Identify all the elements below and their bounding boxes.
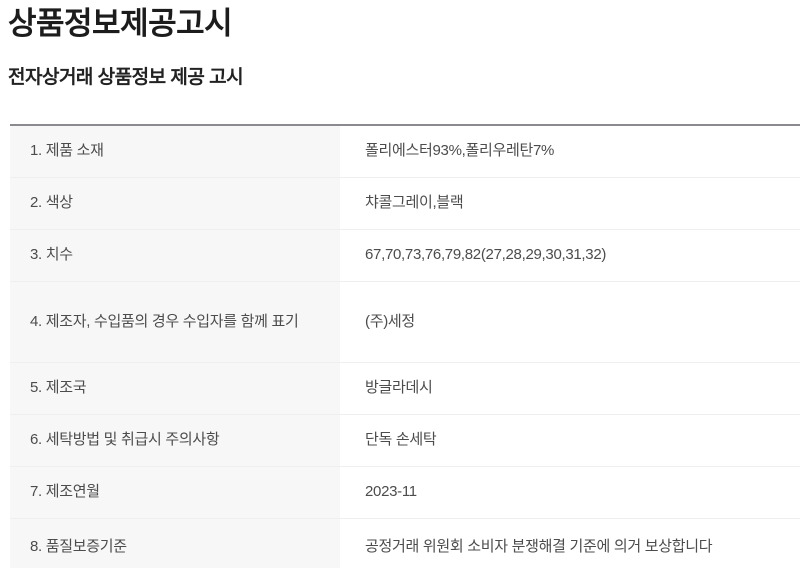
row-label: 2. 색상: [10, 178, 340, 229]
table-row-material: 1. 제품 소재 폴리에스터93%,폴리우레탄7%: [10, 126, 800, 178]
row-label: 5. 제조국: [10, 363, 340, 414]
product-info-table: 1. 제품 소재 폴리에스터93%,폴리우레탄7% 2. 색상 챠콜그레이,블랙…: [10, 124, 800, 568]
row-label: 3. 치수: [10, 230, 340, 281]
row-label: 7. 제조연월: [10, 467, 340, 518]
table-row-size: 3. 치수 67,70,73,76,79,82(27,28,29,30,31,3…: [10, 230, 800, 282]
section-title: 전자상거래 상품정보 제공 고시: [8, 67, 244, 88]
row-value: 공정거래 위원회 소비자 분쟁해결 기준에 의거 보상합니다: [365, 538, 713, 556]
row-value: (주)세정: [365, 312, 415, 330]
row-value: 2023-11: [365, 483, 417, 501]
row-value: 방글라데시: [365, 379, 433, 397]
table-row-country: 5. 제조국 방글라데시: [10, 363, 800, 415]
row-value: 챠콜그레이,블랙: [365, 194, 464, 212]
row-label: 8. 품질보증기준: [10, 519, 340, 568]
row-value: 단독 손세탁: [365, 431, 437, 449]
row-label: 4. 제조자, 수입품의 경우 수입자를 함께 표기: [10, 282, 340, 362]
table-row-color: 2. 색상 챠콜그레이,블랙: [10, 178, 800, 230]
table-row-manufacturer: 4. 제조자, 수입품의 경우 수입자를 함께 표기 (주)세정: [10, 282, 800, 363]
table-row-date: 7. 제조연월 2023-11: [10, 467, 800, 519]
page-title: 상품정보제공고시: [8, 6, 233, 41]
row-value: 폴리에스터93%,폴리우레탄7%: [365, 142, 555, 160]
row-label: 1. 제품 소재: [10, 126, 340, 177]
row-value: 67,70,73,76,79,82(27,28,29,30,31,32): [365, 246, 607, 264]
table-row-care: 6. 세탁방법 및 취급시 주의사항 단독 손세탁: [10, 415, 800, 467]
table-row-warranty: 8. 품질보증기준 공정거래 위원회 소비자 분쟁해결 기준에 의거 보상합니다: [10, 519, 800, 568]
row-label: 6. 세탁방법 및 취급시 주의사항: [10, 415, 340, 466]
